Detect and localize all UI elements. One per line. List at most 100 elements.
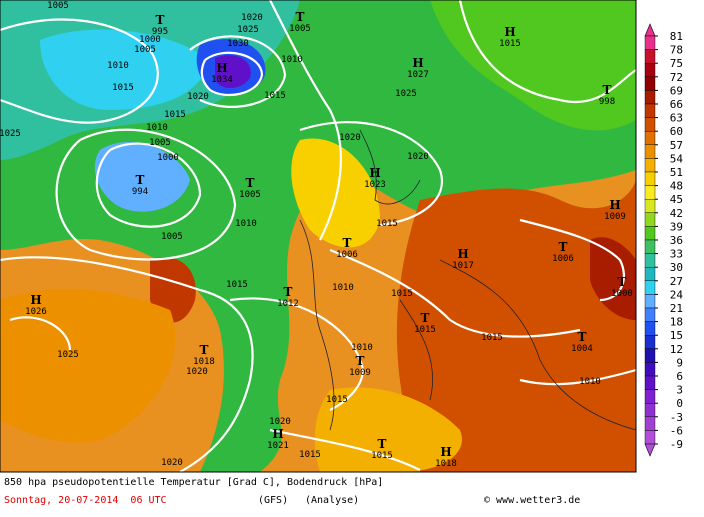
scale-band [644, 158, 656, 173]
pressure-center-letter: H [609, 198, 620, 212]
scale-band [644, 117, 656, 132]
isobar-label: 1020 [161, 458, 183, 468]
scale-band [644, 130, 656, 145]
scale-tick-label: 21 [670, 302, 683, 315]
isobar-label: 1005 [149, 138, 171, 148]
pressure-center-value: 1018 [193, 357, 215, 367]
scale-band [644, 49, 656, 64]
scale-band [644, 185, 656, 200]
scale-tick-label: 51 [670, 166, 683, 179]
scale-tick-label: 33 [670, 248, 683, 261]
pressure-center-letter: H [504, 25, 515, 39]
isobar-label: 1015 [299, 450, 321, 460]
run-label: (Analyse) [305, 495, 359, 506]
isobar-label: 1020 [241, 13, 263, 23]
isobar-label: 1020 [269, 417, 291, 427]
scale-tick-label: 9 [676, 356, 683, 369]
pressure-center-value: 1021 [267, 441, 289, 451]
pressure-center-value: 1018 [435, 459, 457, 469]
pressure-center-letter: T [603, 83, 612, 97]
scale-band [644, 171, 656, 186]
scale-tick-label: 6 [676, 370, 683, 383]
pressure-center-letter: T [578, 330, 587, 344]
pressure-center-letter: H [30, 293, 41, 307]
scale-band [644, 416, 656, 431]
pressure-center-letter: T [156, 13, 165, 27]
isobar-label: 1020 [339, 133, 361, 143]
scale-band [644, 35, 656, 50]
scale-band [644, 403, 656, 418]
isobar-label: 1015 [112, 83, 134, 93]
scale-tick-label: 42 [670, 207, 683, 220]
scale-band [644, 280, 656, 295]
scale-tick-label: 39 [670, 220, 683, 233]
isobar-label: 1015 [164, 110, 186, 120]
pressure-center-letter: H [457, 247, 468, 261]
scale-tick-label: 57 [670, 139, 683, 152]
pressure-center-value: 1009 [604, 212, 626, 222]
isobar-label: 1010 [281, 55, 303, 65]
pressure-center-value: 1006 [336, 250, 358, 260]
pressure-center-value: 1006 [552, 254, 574, 264]
isobar-label: 1000 [157, 153, 179, 163]
pressure-center-value: 1015 [414, 325, 436, 335]
scale-band [644, 430, 656, 445]
isobar-label: 1020 [187, 92, 209, 102]
model-label: (GFS) [258, 495, 288, 506]
isobar-label: 1015 [391, 289, 413, 299]
isobar-label: 1000 [139, 35, 161, 45]
scale-band [644, 294, 656, 309]
pressure-center-letter: T [284, 285, 293, 299]
pressure-center-value: 995 [152, 27, 168, 37]
scale-tick-label: 0 [676, 397, 683, 410]
scale-tick-label: -3 [670, 411, 683, 424]
scale-tick-label: 60 [670, 125, 683, 138]
pressure-center-value: 1005 [289, 24, 311, 34]
isobar-label: 1020 [186, 367, 208, 377]
scale-band [644, 212, 656, 227]
isobar-label: 1015 [326, 395, 348, 405]
pressure-center-letter: T [356, 354, 365, 368]
date-label: Sonntag, 20-07-2014 06 UTC [4, 495, 167, 506]
scale-band [644, 144, 656, 159]
scale-band [644, 103, 656, 118]
scale-tick-label: 27 [670, 275, 683, 288]
scale-band [644, 253, 656, 268]
scale-tick-label: 75 [670, 57, 683, 70]
map-title: 850 hpa pseudopotentielle Temperatur [Gr… [4, 477, 383, 488]
scale-tick-label: -9 [670, 438, 683, 451]
scale-tick-label: 15 [670, 329, 683, 342]
map [0, 0, 637, 473]
pressure-center-value: 1023 [364, 180, 386, 190]
isobar-label: 1010 [579, 377, 601, 387]
scale-tick-label: 78 [670, 44, 683, 57]
scale-tick-label: 18 [670, 316, 683, 329]
scale-band [644, 90, 656, 105]
isobar-label: 1020 [407, 152, 429, 162]
pressure-center-letter: H [440, 445, 451, 459]
pressure-center-letter: T [200, 343, 209, 357]
scale-band [644, 362, 656, 377]
pressure-center-value: 1015 [371, 451, 393, 461]
scale-band [644, 63, 656, 78]
pressure-center-value: 1026 [25, 307, 47, 317]
credit-label: © www.wetter3.de [484, 495, 580, 506]
pressure-center-letter: H [369, 166, 380, 180]
isobar-label: 1015 [481, 333, 503, 343]
pressure-center-letter: H [412, 56, 423, 70]
scale-tick-label: 12 [670, 343, 683, 356]
pressure-center-value: 1000 [611, 289, 633, 299]
pressure-center-value: 1015 [499, 39, 521, 49]
scale-tick-label: 69 [670, 84, 683, 97]
isobar-label: 1025 [0, 129, 21, 139]
isobar-label: 1030 [227, 39, 249, 49]
scale-tick-label: 36 [670, 234, 683, 247]
isobar-label: 1025 [395, 89, 417, 99]
scale-tick-label: 48 [670, 180, 683, 193]
scale-band [644, 239, 656, 254]
isobar-label: 1015 [376, 219, 398, 229]
isobar-label: 1010 [351, 343, 373, 353]
isobar-label: 1005 [161, 232, 183, 242]
pressure-center-letter: H [272, 427, 283, 441]
scale-band [644, 267, 656, 282]
